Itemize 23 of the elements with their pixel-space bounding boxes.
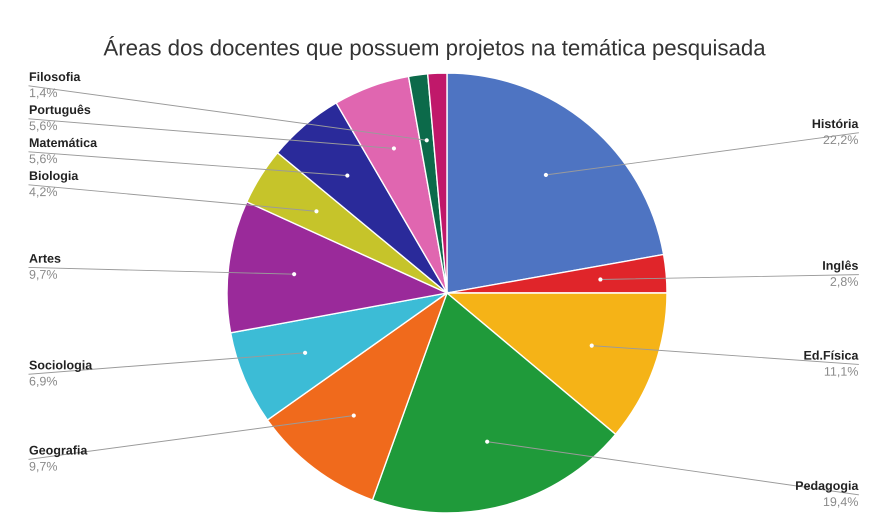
data-label: 2,8%: [830, 277, 858, 288]
chart-title: Áreas dos docentes que possuem projetos na temática pesquisada: [104, 36, 766, 60]
slice-label: Artes: [29, 254, 60, 263]
slice-label: Biologia: [30, 170, 78, 183]
data-label: 5,6%: [30, 121, 58, 132]
data-label: 22,2%: [824, 135, 858, 146]
data-label: 19,4%: [824, 497, 858, 508]
slice-label: Pedagogia: [796, 480, 858, 493]
slice-label: Filosofia: [30, 72, 80, 82]
data-label: 4,2%: [29, 187, 58, 198]
data-label: 1,4%: [30, 88, 58, 99]
slice-label: Matemática: [30, 138, 98, 148]
data-label: 6,9%: [30, 376, 58, 388]
slice-label: Português: [30, 104, 90, 117]
slice-label: Sociologia: [29, 360, 92, 372]
slice-label: Inglês: [823, 260, 858, 272]
slice-label: História: [812, 118, 858, 128]
data-label: 11,1%: [824, 367, 858, 378]
data-label: 9,7%: [30, 270, 58, 280]
slice-label: Ed.Física: [804, 350, 858, 360]
data-label: 5,6%: [30, 154, 58, 165]
data-label: 9,7%: [30, 462, 58, 472]
slice-label: Geografia: [30, 445, 88, 458]
